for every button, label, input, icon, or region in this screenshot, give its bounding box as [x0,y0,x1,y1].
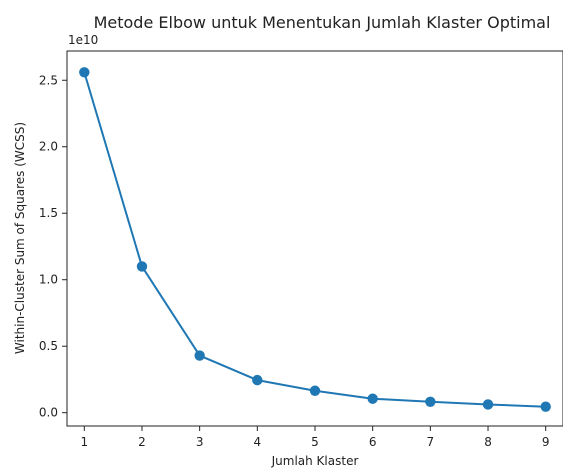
x-tick-label: 5 [311,435,319,449]
y-offset-label: 1e10 [68,33,98,47]
x-axis-label: Jumlah Klaster [271,454,359,468]
x-tick-label: 4 [254,435,262,449]
y-tick-label: 1.0 [39,273,58,287]
data-point [482,399,494,410]
plot-area: 0.0 0.5 1.0 1.5 2.0 2.5 1 2 3 4 5 6 7 8 9 [39,50,563,449]
y-tick-label: 2.5 [39,73,58,87]
x-tick-label: 8 [484,435,492,449]
data-point [194,350,205,361]
data-point [425,396,436,407]
y-tick-label: 0.0 [39,406,58,420]
x-tick-label: 7 [427,435,435,449]
x-tick-label: 6 [369,435,377,449]
data-point [309,385,321,396]
y-axis-label: Within-Cluster Sum of Squares (WCSS) [13,122,27,354]
data-point [252,374,263,386]
series-layer [79,67,551,412]
data-point [136,261,148,272]
y-tick-label: 0.5 [39,339,58,353]
y-axis-ticks: 0.0 0.5 1.0 1.5 2.0 2.5 [39,73,67,420]
x-tick-label: 2 [138,435,146,449]
chart-title: Metode Elbow untuk Menentukan Jumlah Kla… [94,13,551,32]
x-axis-ticks: 1 2 3 4 5 6 7 8 9 [80,426,550,449]
x-tick-label: 3 [196,435,204,449]
x-tick-label: 9 [542,435,550,449]
series-line [83,71,547,408]
x-tick-label: 1 [80,435,88,449]
data-point [540,401,551,412]
plot-frame [66,50,563,427]
y-tick-label: 2.0 [39,140,58,154]
data-point [367,393,378,404]
data-point [79,67,90,78]
y-tick-label: 1.5 [39,206,58,220]
